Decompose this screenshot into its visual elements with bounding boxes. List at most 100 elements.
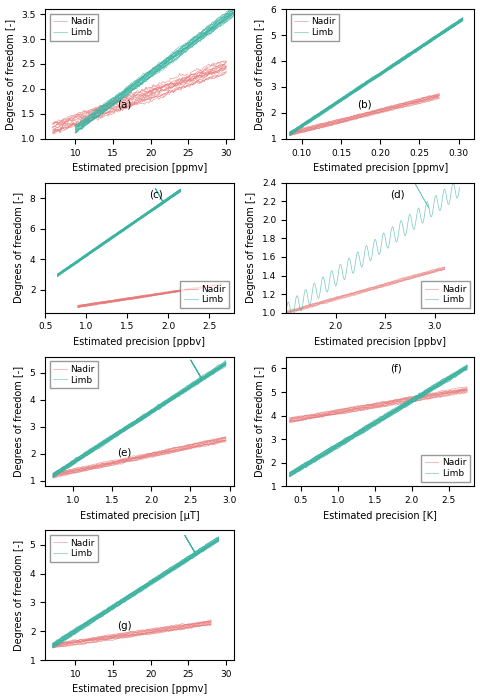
Limb (217, 365, 223, 374)
Limb (164, 570, 170, 578)
Limb (88, 249, 94, 258)
Limb (72, 128, 78, 136)
Limb (183, 48, 189, 57)
Text: (g): (g) (117, 621, 132, 631)
Nadir (188, 80, 194, 89)
Nadir (98, 463, 104, 472)
Limb (116, 97, 122, 106)
Limb (107, 103, 113, 111)
Nadir (427, 394, 432, 402)
Nadir (408, 274, 414, 283)
Legend: Nadir, Limb: Nadir, Limb (421, 455, 470, 482)
Limb (227, 14, 232, 22)
Limb (169, 396, 175, 405)
Legend: Nadir, Limb: Nadir, Limb (290, 13, 339, 41)
Limb (283, 309, 289, 317)
Nadir (390, 106, 396, 114)
Limb (210, 541, 216, 550)
Limb (458, 369, 464, 377)
Limb (86, 449, 92, 458)
Text: (d): (d) (390, 189, 404, 199)
Nadir (88, 116, 94, 125)
Y-axis label: Degrees of freedom [-]: Degrees of freedom [-] (14, 540, 24, 651)
Nadir (287, 419, 293, 427)
Limb (409, 399, 415, 407)
Limb (96, 444, 102, 452)
Nadir (464, 388, 470, 396)
Limb (434, 194, 440, 202)
Limb (335, 444, 340, 453)
Nadir (190, 285, 195, 293)
Nadir (107, 298, 112, 307)
X-axis label: Estimated precision [ppbv]: Estimated precision [ppbv] (73, 337, 205, 347)
Nadir (51, 130, 57, 138)
Nadir (318, 123, 324, 132)
Y-axis label: Degrees of freedom [-]: Degrees of freedom [-] (14, 193, 24, 303)
Limb (50, 473, 56, 482)
X-axis label: Estimated precision [μT]: Estimated precision [μT] (80, 511, 199, 521)
Nadir (405, 102, 411, 110)
X-axis label: Estimated precision [ppmv]: Estimated precision [ppmv] (312, 163, 448, 173)
Nadir (287, 131, 293, 139)
Text: (b): (b) (358, 100, 372, 110)
Legend: Nadir, Limb: Nadir, Limb (50, 361, 98, 388)
X-axis label: Estimated precision [K]: Estimated precision [K] (324, 511, 437, 521)
Nadir (431, 96, 437, 104)
Line: Nadir: Nadir (286, 270, 444, 314)
Nadir (223, 438, 228, 446)
Limb (139, 214, 145, 222)
Nadir (218, 438, 224, 447)
Nadir (370, 111, 375, 119)
Limb (289, 313, 295, 321)
Limb (223, 362, 228, 370)
Limb (423, 41, 429, 49)
Line: Limb: Limb (53, 542, 218, 648)
Nadir (218, 281, 224, 289)
Limb (460, 16, 466, 25)
X-axis label: Estimated precision [ppmv]: Estimated precision [ppmv] (72, 163, 207, 173)
Legend: Nadir, Limb: Nadir, Limb (50, 535, 98, 562)
Line: Limb: Limb (286, 183, 459, 317)
Nadir (219, 70, 225, 78)
Y-axis label: Degrees of freedom [-]: Degrees of freedom [-] (246, 193, 256, 303)
Line: Limb: Limb (53, 366, 226, 477)
Nadir (50, 643, 56, 652)
Nadir (436, 267, 442, 275)
Limb (123, 225, 129, 234)
Nadir (205, 620, 211, 629)
Legend: Nadir, Limb: Nadir, Limb (180, 281, 229, 308)
Text: (a): (a) (117, 100, 131, 110)
Limb (187, 386, 192, 394)
Nadir (50, 473, 56, 482)
Nadir (324, 411, 330, 419)
Nadir (93, 638, 98, 647)
Nadir (171, 448, 177, 456)
Line: Nadir: Nadir (53, 442, 226, 477)
Limb (162, 64, 168, 72)
Limb (199, 35, 204, 43)
Text: (c): (c) (149, 189, 163, 199)
Limb (178, 188, 183, 196)
Limb (464, 365, 470, 374)
Nadir (335, 410, 340, 419)
Line: Nadir: Nadir (78, 285, 221, 307)
Limb (454, 20, 460, 29)
Limb (406, 52, 412, 61)
Limb (386, 241, 392, 250)
Limb (146, 412, 152, 420)
Nadir (385, 402, 391, 410)
Limb (334, 101, 339, 109)
Nadir (50, 129, 56, 137)
Limb (451, 178, 456, 187)
Nadir (371, 285, 377, 293)
Line: Nadir: Nadir (290, 98, 439, 135)
Nadir (52, 473, 58, 482)
Text: (e): (e) (117, 447, 131, 458)
Nadir (147, 453, 153, 461)
Limb (385, 413, 391, 421)
Nadir (436, 94, 442, 102)
Nadir (458, 389, 464, 398)
Limb (173, 190, 179, 199)
Limb (152, 205, 157, 214)
Limb (428, 213, 433, 221)
